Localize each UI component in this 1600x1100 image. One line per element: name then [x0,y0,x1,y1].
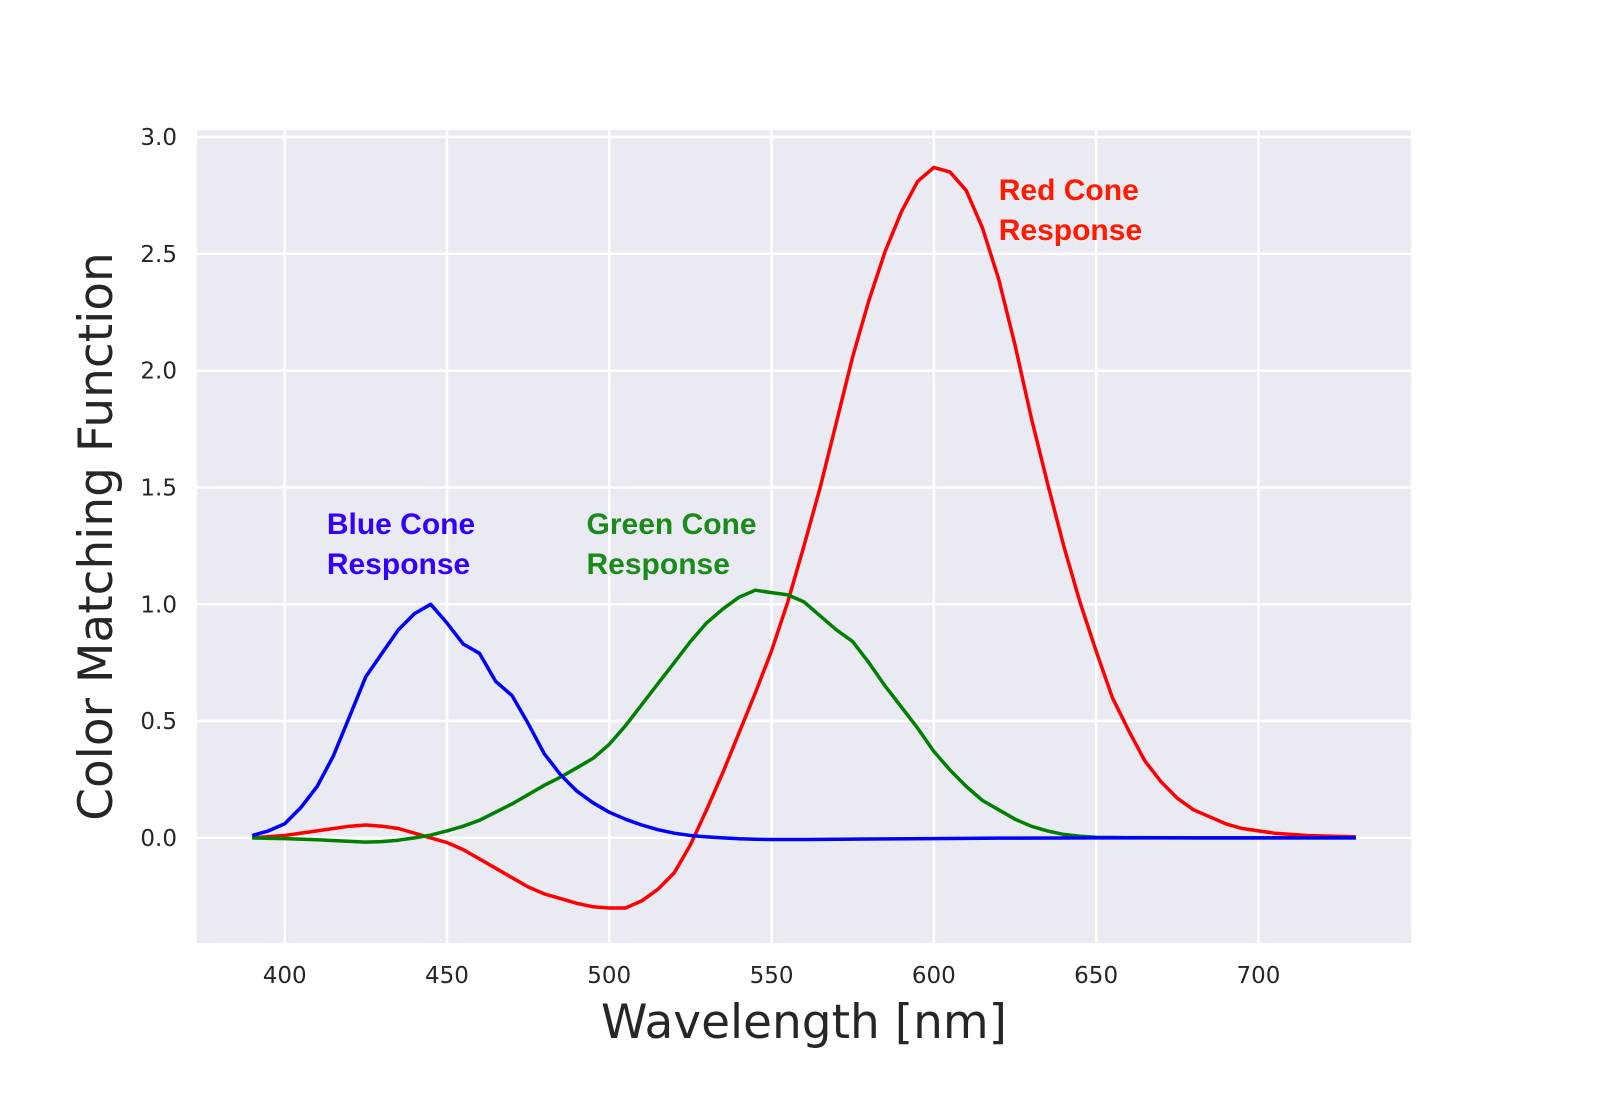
x-tick-label: 700 [1236,963,1280,989]
y-axis-title: Color Matching Function [69,252,124,821]
annotation-line: Response [999,214,1142,247]
annotation-label: Green Cone Response [587,508,757,581]
y-tick-label: 0.0 [140,826,177,852]
y-tick-label: 3.0 [140,125,177,151]
x-tick-labels: 400 450 500 550 600 650 700 [263,963,1281,989]
annotation-line: Red Cone [999,174,1139,207]
x-tick-label: 450 [425,963,469,989]
x-tick-label: 600 [912,963,956,989]
grid-lines [197,130,1411,943]
annotation-label: Red Cone Response [999,174,1142,247]
annotation-line: Blue Cone [327,508,475,541]
x-tick-label: 500 [587,963,631,989]
x-tick-label: 400 [263,963,307,989]
x-tick-label: 650 [1074,963,1118,989]
annotation-line: Response [327,548,470,581]
series-line [251,602,1356,842]
y-tick-label: 1.0 [140,592,177,618]
annotation-line: Green Cone [587,508,757,541]
y-tick-label: 0.5 [140,709,177,735]
plot-area [197,130,1411,943]
annotation-line: Response [587,548,730,581]
series-lines [251,165,1356,910]
y-tick-label: 1.5 [140,475,177,501]
series-line [252,165,1356,910]
x-axis-title: Wavelength [nm] [601,995,1007,1050]
annotation-label: Blue Cone Response [327,508,475,581]
y-tick-labels: 0.0 0.5 1.0 1.5 2.0 2.5 3.0 [140,125,177,852]
y-tick-label: 2.5 [140,242,177,268]
y-tick-label: 2.0 [140,359,177,385]
x-tick-label: 550 [750,963,794,989]
series-line [252,588,1356,844]
